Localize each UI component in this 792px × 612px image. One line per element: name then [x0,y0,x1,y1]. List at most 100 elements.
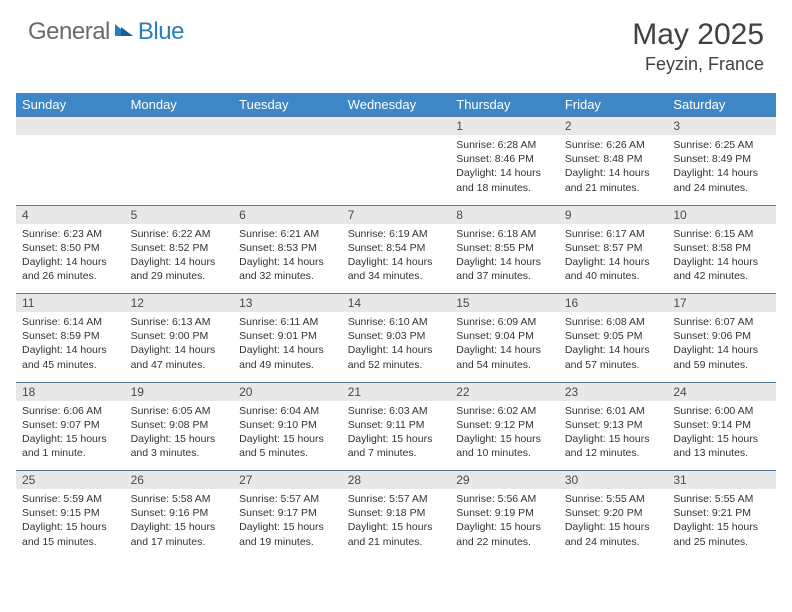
sunset-text: Sunset: 9:07 PM [22,418,119,432]
day-cell: Sunrise: 6:26 AMSunset: 8:48 PMDaylight:… [559,135,668,205]
day-number: 28 [342,471,451,490]
weekday-header: Tuesday [233,93,342,117]
sunset-text: Sunset: 8:52 PM [131,241,228,255]
day2-text: and 26 minutes. [22,269,119,283]
calendar-table: Sunday Monday Tuesday Wednesday Thursday… [16,93,776,559]
day-number-row: 11121314151617 [16,294,776,313]
day-cell: Sunrise: 6:13 AMSunset: 9:00 PMDaylight:… [125,312,234,382]
sunset-text: Sunset: 9:08 PM [131,418,228,432]
sunrise-text: Sunrise: 6:08 AM [565,315,662,329]
sunrise-text: Sunrise: 6:14 AM [22,315,119,329]
day-number [16,117,125,136]
day1-text: Daylight: 15 hours [22,520,119,534]
sunrise-text: Sunrise: 5:55 AM [565,492,662,506]
day1-text: Daylight: 14 hours [565,343,662,357]
sunset-text: Sunset: 8:50 PM [22,241,119,255]
day-cell: Sunrise: 6:17 AMSunset: 8:57 PMDaylight:… [559,224,668,294]
day2-text: and 5 minutes. [239,446,336,460]
day-number-row: 25262728293031 [16,471,776,490]
sunset-text: Sunset: 9:06 PM [673,329,770,343]
sunset-text: Sunset: 8:46 PM [456,152,553,166]
day-content-row: Sunrise: 5:59 AMSunset: 9:15 PMDaylight:… [16,489,776,559]
day-number: 31 [667,471,776,490]
day1-text: Daylight: 15 hours [131,432,228,446]
day2-text: and 40 minutes. [565,269,662,283]
day2-text: and 57 minutes. [565,358,662,372]
sunrise-text: Sunrise: 5:59 AM [22,492,119,506]
sunset-text: Sunset: 9:10 PM [239,418,336,432]
month-title: May 2025 [632,18,764,52]
day-cell: Sunrise: 5:58 AMSunset: 9:16 PMDaylight:… [125,489,234,559]
sunset-text: Sunset: 8:58 PM [673,241,770,255]
day1-text: Daylight: 14 hours [131,255,228,269]
sunrise-text: Sunrise: 6:19 AM [348,227,445,241]
sunset-text: Sunset: 9:21 PM [673,506,770,520]
sunrise-text: Sunrise: 6:04 AM [239,404,336,418]
day2-text: and 32 minutes. [239,269,336,283]
day1-text: Daylight: 15 hours [239,520,336,534]
day-content-row: Sunrise: 6:28 AMSunset: 8:46 PMDaylight:… [16,135,776,205]
sunrise-text: Sunrise: 5:55 AM [673,492,770,506]
day2-text: and 37 minutes. [456,269,553,283]
day-number: 23 [559,382,668,401]
day-cell: Sunrise: 5:57 AMSunset: 9:18 PMDaylight:… [342,489,451,559]
day1-text: Daylight: 14 hours [456,343,553,357]
day-number-row: 45678910 [16,205,776,224]
day2-text: and 24 minutes. [673,181,770,195]
day-number: 15 [450,294,559,313]
sunset-text: Sunset: 9:00 PM [131,329,228,343]
location: Feyzin, France [632,54,764,75]
day-number: 22 [450,382,559,401]
sunset-text: Sunset: 8:54 PM [348,241,445,255]
day-number: 17 [667,294,776,313]
day2-text: and 12 minutes. [565,446,662,460]
sunrise-text: Sunrise: 5:57 AM [239,492,336,506]
day-cell: Sunrise: 6:23 AMSunset: 8:50 PMDaylight:… [16,224,125,294]
day-cell: Sunrise: 6:05 AMSunset: 9:08 PMDaylight:… [125,401,234,471]
sunset-text: Sunset: 9:19 PM [456,506,553,520]
sunset-text: Sunset: 8:53 PM [239,241,336,255]
day-cell: Sunrise: 5:59 AMSunset: 9:15 PMDaylight:… [16,489,125,559]
day-cell: Sunrise: 6:21 AMSunset: 8:53 PMDaylight:… [233,224,342,294]
day1-text: Daylight: 15 hours [131,520,228,534]
sunset-text: Sunset: 9:14 PM [673,418,770,432]
day-number: 29 [450,471,559,490]
weekday-header: Sunday [16,93,125,117]
day-cell [342,135,451,205]
sunrise-text: Sunrise: 6:17 AM [565,227,662,241]
day-number: 24 [667,382,776,401]
day-cell [125,135,234,205]
day2-text: and 18 minutes. [456,181,553,195]
sunrise-text: Sunrise: 6:26 AM [565,138,662,152]
day-cell: Sunrise: 5:55 AMSunset: 9:20 PMDaylight:… [559,489,668,559]
weekday-header: Wednesday [342,93,451,117]
weekday-header-row: Sunday Monday Tuesday Wednesday Thursday… [16,93,776,117]
day-cell: Sunrise: 6:09 AMSunset: 9:04 PMDaylight:… [450,312,559,382]
sunset-text: Sunset: 9:15 PM [22,506,119,520]
sunrise-text: Sunrise: 6:25 AM [673,138,770,152]
day-cell: Sunrise: 6:06 AMSunset: 9:07 PMDaylight:… [16,401,125,471]
day-cell: Sunrise: 6:07 AMSunset: 9:06 PMDaylight:… [667,312,776,382]
day2-text: and 17 minutes. [131,535,228,549]
day2-text: and 21 minutes. [565,181,662,195]
weekday-header: Friday [559,93,668,117]
day2-text: and 3 minutes. [131,446,228,460]
day-number: 27 [233,471,342,490]
day2-text: and 29 minutes. [131,269,228,283]
day2-text: and 22 minutes. [456,535,553,549]
day1-text: Daylight: 14 hours [673,166,770,180]
day2-text: and 47 minutes. [131,358,228,372]
day-cell: Sunrise: 6:18 AMSunset: 8:55 PMDaylight:… [450,224,559,294]
sunrise-text: Sunrise: 6:11 AM [239,315,336,329]
header: General Blue May 2025 Feyzin, France [0,0,792,85]
day-number: 3 [667,117,776,136]
sunset-text: Sunset: 9:18 PM [348,506,445,520]
day-number: 13 [233,294,342,313]
day-number: 30 [559,471,668,490]
day1-text: Daylight: 14 hours [22,343,119,357]
day-number: 5 [125,205,234,224]
sunrise-text: Sunrise: 6:22 AM [131,227,228,241]
day1-text: Daylight: 14 hours [22,255,119,269]
day-number: 16 [559,294,668,313]
day2-text: and 24 minutes. [565,535,662,549]
